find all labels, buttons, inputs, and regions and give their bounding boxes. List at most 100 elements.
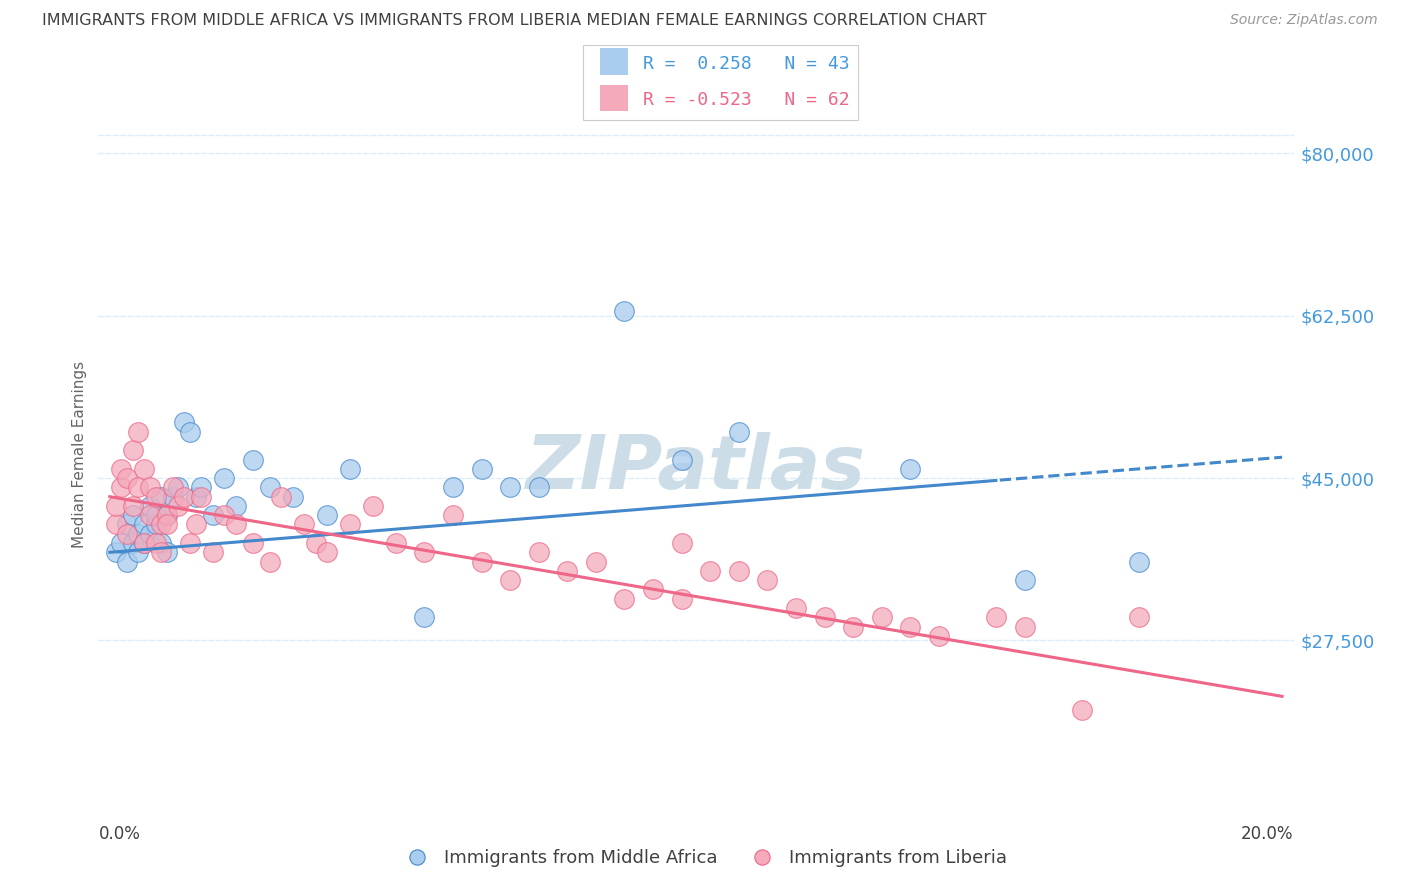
Point xyxy=(555,564,578,578)
Point xyxy=(104,517,127,532)
Point xyxy=(167,499,190,513)
Point xyxy=(928,629,950,643)
Point xyxy=(145,490,167,504)
Point xyxy=(150,545,173,559)
Point xyxy=(728,564,751,578)
Point xyxy=(281,490,304,504)
Point xyxy=(179,425,201,439)
Point xyxy=(134,536,156,550)
Point xyxy=(127,480,149,494)
Point xyxy=(1128,610,1150,624)
Point xyxy=(139,508,162,523)
Text: IMMIGRANTS FROM MIDDLE AFRICA VS IMMIGRANTS FROM LIBERIA MEDIAN FEMALE EARNINGS : IMMIGRANTS FROM MIDDLE AFRICA VS IMMIGRA… xyxy=(42,13,987,29)
Point xyxy=(121,508,143,523)
Point xyxy=(173,490,195,504)
Point xyxy=(1071,703,1094,717)
Point xyxy=(150,490,173,504)
Point xyxy=(671,536,693,550)
Point xyxy=(728,425,751,439)
Point xyxy=(671,452,693,467)
Point xyxy=(156,517,179,532)
Point xyxy=(641,582,664,597)
Text: Source: ZipAtlas.com: Source: ZipAtlas.com xyxy=(1230,13,1378,28)
Point xyxy=(121,443,143,458)
Point xyxy=(613,304,636,318)
Text: R = -0.523   N = 62: R = -0.523 N = 62 xyxy=(643,91,849,109)
Point xyxy=(162,480,184,494)
Text: 0.0%: 0.0% xyxy=(98,825,141,843)
Point xyxy=(134,517,156,532)
Point xyxy=(127,526,149,541)
Point xyxy=(470,555,492,569)
Point xyxy=(814,610,837,624)
Point xyxy=(104,545,127,559)
Point xyxy=(1128,555,1150,569)
Point xyxy=(1014,573,1036,587)
Point xyxy=(212,471,235,485)
Point xyxy=(441,480,464,494)
Point xyxy=(150,536,173,550)
Point xyxy=(127,545,149,559)
Point xyxy=(1014,619,1036,633)
Point xyxy=(121,536,143,550)
Point xyxy=(527,545,550,559)
Point xyxy=(339,462,361,476)
Point xyxy=(190,490,212,504)
Point xyxy=(413,545,436,559)
Text: ZIPatlas: ZIPatlas xyxy=(526,433,866,506)
Point xyxy=(127,425,149,439)
Point xyxy=(613,591,636,606)
Point xyxy=(585,555,607,569)
Point xyxy=(115,517,138,532)
Point xyxy=(527,480,550,494)
Point xyxy=(384,536,406,550)
Point xyxy=(361,499,384,513)
Point xyxy=(110,480,132,494)
Point xyxy=(900,462,922,476)
Point xyxy=(242,536,264,550)
Point xyxy=(115,526,138,541)
Point xyxy=(756,573,779,587)
Text: 20.0%: 20.0% xyxy=(1241,825,1294,843)
Point xyxy=(316,545,339,559)
Point xyxy=(134,536,156,550)
Point xyxy=(986,610,1008,624)
Point xyxy=(470,462,492,476)
Point xyxy=(145,517,167,532)
Point xyxy=(671,591,693,606)
Point xyxy=(259,480,281,494)
Point xyxy=(104,499,127,513)
Y-axis label: Median Female Earnings: Median Female Earnings xyxy=(72,361,87,549)
Point xyxy=(121,499,143,513)
Point xyxy=(184,517,207,532)
Point xyxy=(173,416,195,430)
Point xyxy=(134,462,156,476)
Point xyxy=(110,462,132,476)
Point xyxy=(156,508,179,523)
Point xyxy=(167,480,190,494)
Point xyxy=(842,619,865,633)
Point xyxy=(259,555,281,569)
Point xyxy=(115,471,138,485)
Point xyxy=(150,517,173,532)
Point xyxy=(139,499,162,513)
Point xyxy=(179,536,201,550)
Point xyxy=(225,517,247,532)
Point xyxy=(145,508,167,523)
Point xyxy=(499,480,522,494)
Point xyxy=(900,619,922,633)
Point xyxy=(305,536,328,550)
Point xyxy=(115,555,138,569)
Point xyxy=(499,573,522,587)
Point xyxy=(201,508,224,523)
Point xyxy=(785,601,807,615)
Point xyxy=(870,610,893,624)
Point xyxy=(156,545,179,559)
Point xyxy=(699,564,721,578)
Point xyxy=(201,545,224,559)
Point xyxy=(225,499,247,513)
Legend: Immigrants from Middle Africa, Immigrants from Liberia: Immigrants from Middle Africa, Immigrant… xyxy=(391,842,1015,874)
Point xyxy=(270,490,292,504)
Point xyxy=(242,452,264,467)
Point xyxy=(162,490,184,504)
